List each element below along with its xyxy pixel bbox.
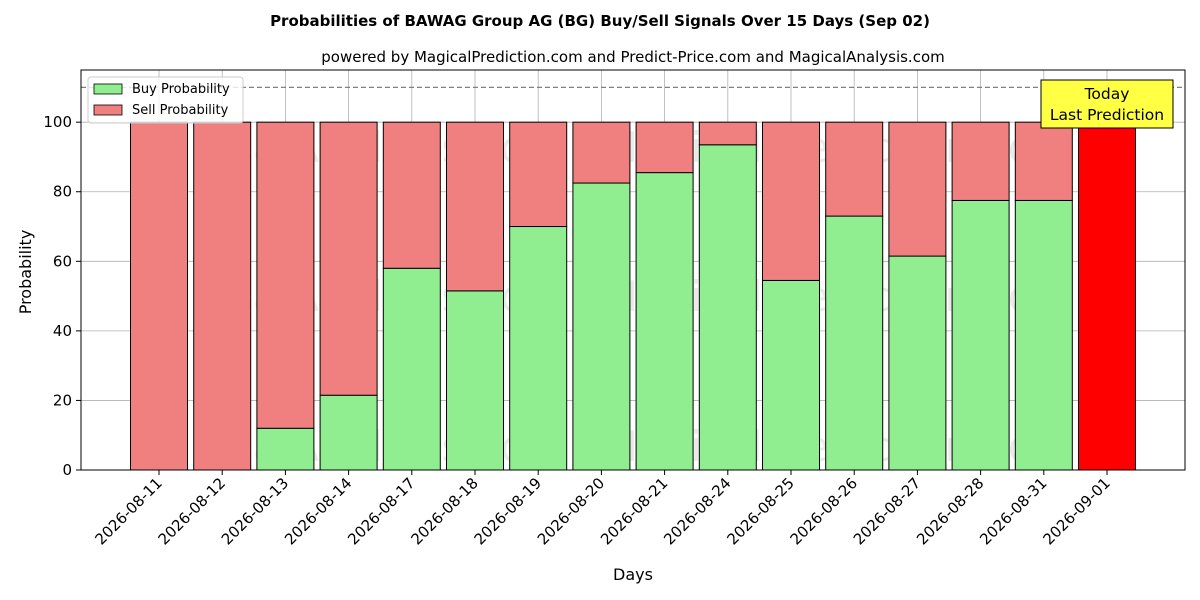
- bar-buy-2026-08-20: [572, 182, 631, 471]
- x-tick-label: 2026-08-17: [344, 474, 418, 548]
- x-tick-label: 2026-08-24: [660, 474, 734, 548]
- bar-sell-2026-08-12: [193, 121, 252, 471]
- y-axis-label: Probability: [16, 230, 35, 315]
- plot-frame: [80, 69, 1186, 471]
- bar-sell-2026-08-24: [698, 121, 757, 146]
- bar-buy-2026-08-19: [509, 226, 568, 471]
- bar-sell-2026-08-14: [319, 121, 378, 396]
- bar-sell-2026-08-13: [256, 121, 315, 429]
- x-tick-label: 2026-08-19: [471, 474, 545, 548]
- bar-buy-2026-08-24: [698, 144, 757, 471]
- x-tick-label: 2026-08-13: [218, 474, 292, 548]
- x-tick-label: 2026-08-25: [723, 474, 797, 548]
- y-tick-label: 80: [53, 183, 72, 201]
- bar-buy-2026-08-13: [256, 427, 315, 471]
- bar-buy-2026-08-18: [446, 290, 504, 471]
- annotation-line-1: Today: [1084, 85, 1130, 103]
- x-tick-label: 2026-08-11: [91, 474, 165, 548]
- x-tick-label: 2026-08-28: [913, 474, 987, 548]
- legend-box: [87, 76, 244, 124]
- bar-buy-2026-08-17: [382, 267, 441, 471]
- x-tick-label: 2026-08-31: [976, 474, 1050, 548]
- bar-buy-2026-08-31: [1014, 199, 1073, 471]
- bar-buy-2026-08-27: [888, 255, 947, 471]
- bar-sell-2026-08-19: [509, 121, 568, 228]
- x-axis-label: Days: [613, 565, 653, 584]
- chart-title: Probabilities of BAWAG Group AG (BG) Buy…: [270, 12, 930, 30]
- annotation-box: [1040, 79, 1174, 129]
- x-tick-label: 2026-08-14: [281, 474, 355, 548]
- today-annotation: Today Last Prediction: [1040, 79, 1174, 129]
- bar-sell-2026-08-21: [635, 121, 694, 174]
- x-tick-label: 2026-08-20: [534, 474, 608, 548]
- y-tick-label: 100: [43, 113, 72, 131]
- bar-sell-2026-08-17: [382, 121, 441, 269]
- bar-layer: [130, 121, 1136, 471]
- x-tick-label: 2026-08-21: [597, 474, 671, 548]
- legend-swatch-buy: [93, 83, 123, 95]
- bar-buy-2026-08-14: [319, 394, 378, 471]
- y-tick-label: 60: [53, 252, 72, 270]
- x-tick-label: 2026-09-01: [1039, 474, 1113, 548]
- y-tick-label: 0: [62, 461, 72, 479]
- bar-sell-2026-08-20: [572, 121, 631, 184]
- bar-sell-2026-08-27: [888, 121, 947, 257]
- legend-swatch-sell: [93, 104, 123, 116]
- y-tick-label: 40: [53, 322, 72, 340]
- bar-sell-2026-08-11: [130, 121, 188, 471]
- legend-label-buy: Buy Probability: [132, 82, 230, 97]
- bar-buy-2026-08-25: [762, 279, 820, 471]
- chart-subtitle: powered by MagicalPrediction.com and Pre…: [321, 48, 945, 66]
- legend-label-sell: Sell Probability: [132, 103, 229, 118]
- bar-buy-2026-08-28: [951, 199, 1010, 471]
- x-tick-label: 2026-08-27: [850, 474, 924, 548]
- x-tick-label: 2026-08-26: [787, 474, 861, 548]
- legend: Buy Probability Sell Probability: [87, 76, 244, 124]
- bar-buy-2026-08-21: [635, 172, 694, 471]
- bar-sell-2026-08-25: [762, 121, 820, 281]
- bar-sell-2026-08-18: [446, 121, 504, 292]
- bar-sell-2026-09-01: [1078, 121, 1136, 471]
- bar-sell-2026-08-26: [825, 121, 884, 217]
- x-tick-label: 2026-08-18: [407, 474, 481, 548]
- y-tick-label: 20: [53, 391, 72, 409]
- bar-buy-2026-08-26: [825, 215, 884, 471]
- bar-sell-2026-08-28: [951, 121, 1010, 201]
- annotation-line-2: Last Prediction: [1050, 106, 1164, 124]
- bar-sell-2026-08-31: [1014, 121, 1073, 201]
- x-tick-label: 2026-08-12: [155, 474, 229, 548]
